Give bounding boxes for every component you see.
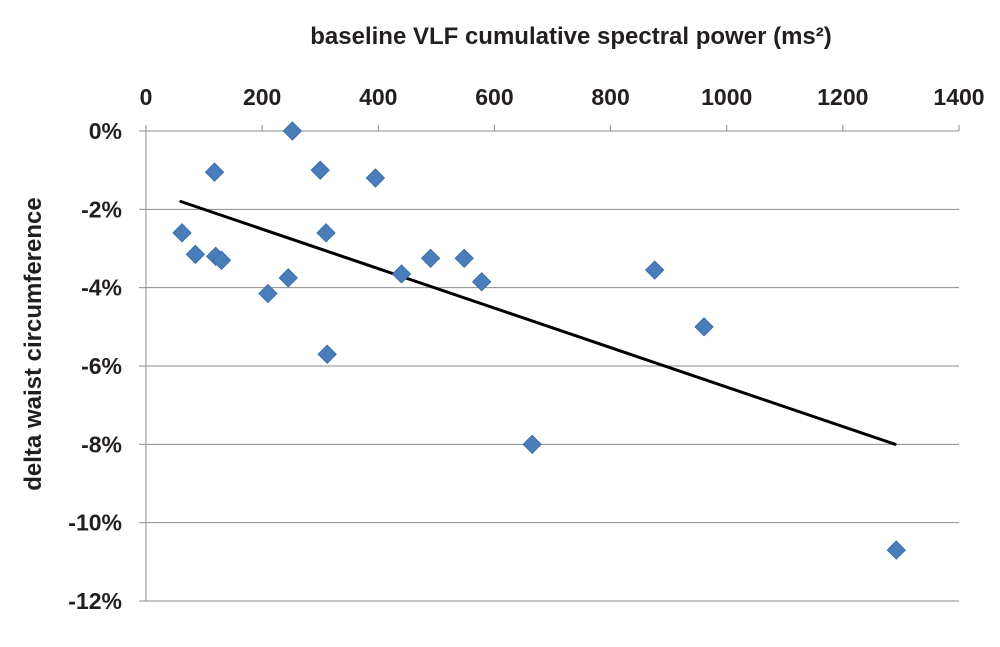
y-axis-title: delta waist circumference (20, 197, 47, 490)
x-tick-label: 800 (591, 84, 629, 110)
data-point (886, 540, 906, 560)
y-tick-label: 0% (89, 118, 122, 144)
data-point (316, 223, 336, 243)
y-tick-label: -10% (68, 510, 122, 536)
data-point (420, 248, 441, 268)
data-point (391, 264, 412, 284)
data-point (365, 168, 386, 188)
grid-layer (146, 130, 959, 602)
y-tick-label: -2% (81, 196, 122, 222)
axis-layer (139, 125, 960, 602)
data-point (258, 283, 278, 304)
y-tick-label: -12% (68, 588, 122, 614)
label-layer: 0% -2% -4% -6% -8% -10% -12% 0 200 400 600 800 1000 1… (68, 84, 984, 614)
trendline (179, 200, 897, 446)
trend-layer (179, 200, 897, 446)
data-point (522, 434, 542, 455)
x-axis-title: baseline VLF cumulative spectral power (… (310, 23, 831, 50)
data-point (471, 272, 492, 292)
x-tick-label: 1200 (817, 84, 868, 110)
data-point (278, 268, 298, 288)
y-tick-label: -6% (81, 353, 122, 379)
data-point (694, 317, 714, 337)
y-tick-label: -8% (81, 431, 122, 457)
data-point (204, 162, 225, 182)
y-tick-label: -4% (81, 275, 122, 301)
data-point (317, 344, 337, 364)
x-tick-label: 200 (243, 84, 281, 110)
data-point (172, 223, 192, 243)
x-tick-label: 0 (140, 84, 153, 110)
data-point (282, 121, 303, 141)
x-tick-label: 400 (359, 84, 397, 110)
x-tick-label: 1000 (701, 84, 752, 110)
point-layer (172, 121, 906, 560)
data-point (644, 260, 665, 280)
data-point (211, 250, 232, 270)
data-point (310, 160, 330, 180)
data-point (454, 248, 474, 268)
x-tick-label: 1400 (933, 84, 984, 110)
x-tick-label: 600 (475, 84, 513, 110)
data-point (185, 244, 206, 265)
